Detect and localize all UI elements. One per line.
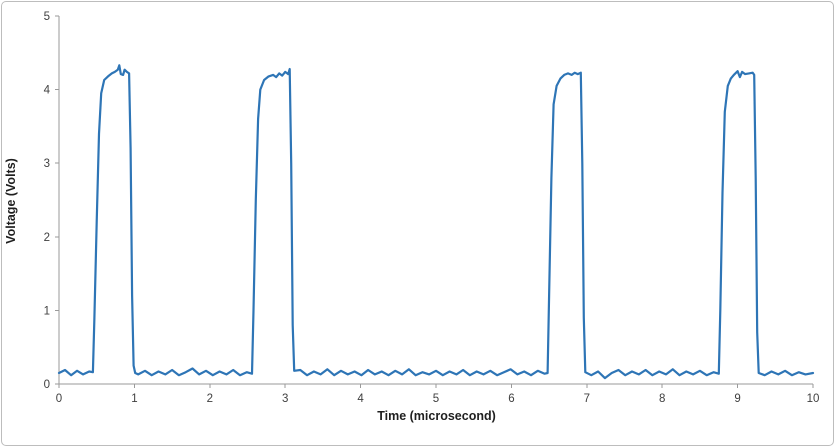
y-tick-label: 1 [44,305,50,317]
x-axis-title: Time (microsecond) [377,409,496,423]
axes: 0 1 2 3 4 5 0 1 2 3 4 5 6 7 8 9 10 [44,11,820,405]
waveform-line [57,64,815,380]
x-tick-label: 10 [807,393,820,405]
x-tick-label: 2 [207,393,213,405]
x-tick-label: 9 [734,393,740,405]
x-tick-label: 5 [433,393,439,405]
y-axis-title: Voltage (Volts) [4,158,18,244]
y-tick-label: 3 [44,158,50,170]
x-tick-label: 8 [659,393,665,405]
x-tick-label: 3 [282,393,288,405]
y-tick-label: 5 [44,11,50,23]
x-tick-label: 0 [56,393,62,405]
x-tick-label: 6 [508,393,514,405]
x-tick-label: 4 [357,393,364,405]
x-tick-label: 1 [131,393,137,405]
y-tick-label: 0 [44,379,50,391]
y-tick-label: 4 [44,85,51,97]
series [57,64,815,380]
y-tick-label: 2 [44,232,50,244]
x-tick-label: 7 [584,393,590,405]
